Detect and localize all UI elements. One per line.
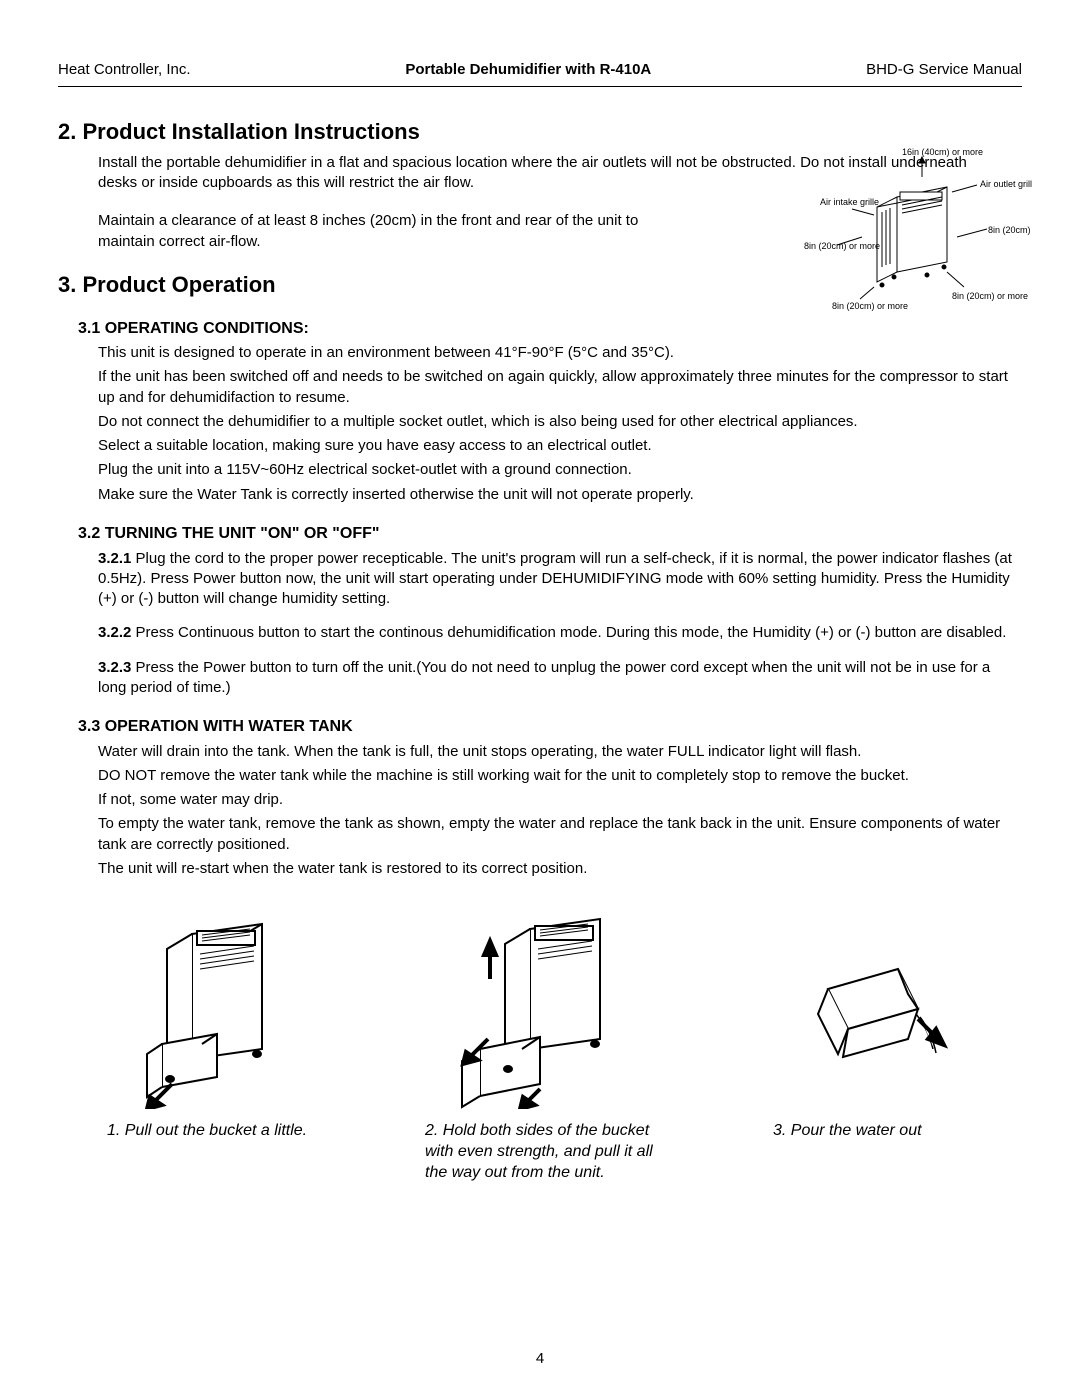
figure-2-caption: 2. Hold both sides of the bucket with ev…	[425, 1121, 655, 1183]
s32-p3-text: Press the Power button to turn off the u…	[98, 659, 990, 696]
diagram-label-intake: Air intake grille	[820, 197, 879, 207]
s33-p4: To empty the water tank, remove the tank…	[98, 814, 1022, 855]
diagram-label-top: 16in (40cm) or more	[902, 147, 983, 157]
s32-p1-num: 3.2.1	[98, 550, 131, 567]
diagram-label-right: 8in (20cm) or more	[988, 225, 1032, 235]
section-31-title: 3.1 OPERATING CONDITIONS:	[78, 318, 1022, 340]
s33-p1: Water will drain into the tank. When the…	[98, 742, 1022, 762]
content: 16in (40cm) or more Air outlet grille Ai…	[58, 117, 1022, 1183]
figure-3-caption: 3. Pour the water out	[753, 1121, 983, 1142]
s31-p4: Select a suitable location, making sure …	[98, 436, 1022, 456]
s33-p2: DO NOT remove the water tank while the m…	[98, 766, 1022, 786]
header-title: Portable Dehumidifier with R-410A	[405, 60, 651, 80]
s32-p1-text: Plug the cord to the proper power recept…	[98, 550, 1012, 608]
diagram-label-botright: 8in (20cm) or more	[952, 291, 1028, 301]
s31-p5: Plug the unit into a 115V~60Hz electrica…	[98, 460, 1022, 480]
s32-p2-text: Press Continuous button to start the con…	[131, 624, 1006, 641]
s33-p5: The unit will re-start when the water ta…	[98, 859, 1022, 879]
s32-p3-num: 3.2.3	[98, 659, 131, 676]
diagram-label-left: 8in (20cm) or more	[804, 241, 880, 251]
diagram-label-botleft: 8in (20cm) or more	[832, 301, 908, 311]
page-header: Heat Controller, Inc. Portable Dehumidif…	[58, 60, 1022, 87]
section-2-p2: Maintain a clearance of at least 8 inche…	[98, 211, 698, 252]
figure-1: 1. Pull out the bucket a little.	[58, 909, 366, 1183]
figures-row: 1. Pull out the bucket a little.	[58, 909, 1022, 1183]
figure-1-caption: 1. Pull out the bucket a little.	[97, 1121, 327, 1142]
header-company: Heat Controller, Inc.	[58, 60, 191, 80]
section-2-title: 2. Product Installation Instructions	[58, 117, 1022, 147]
diagram-label-outlet: Air outlet grille	[980, 179, 1032, 189]
section-32-title: 3.2 TURNING THE UNIT "ON" OR "OFF"	[78, 523, 1022, 545]
s31-p2: If the unit has been switched off and ne…	[98, 367, 1022, 408]
s31-p1: This unit is designed to operate in an e…	[98, 343, 678, 363]
section-33-title: 3.3 OPERATION WITH WATER TANK	[78, 716, 1022, 738]
s31-p3: Do not connect the dehumidifier to a mul…	[98, 412, 1022, 432]
header-manual: BHD-G Service Manual	[866, 60, 1022, 80]
figure-2: 2. Hold both sides of the bucket with ev…	[386, 909, 694, 1183]
s32-p3: 3.2.3 Press the Power button to turn off…	[98, 658, 1022, 699]
s32-p1: 3.2.1 Plug the cord to the proper power …	[98, 549, 1022, 610]
s32-p2: 3.2.2 Press Continuous button to start t…	[98, 623, 1022, 643]
s31-p6: Make sure the Water Tank is correctly in…	[98, 485, 1022, 505]
s32-p2-num: 3.2.2	[98, 624, 131, 641]
s33-p3: If not, some water may drip.	[98, 790, 1022, 810]
page-number: 4	[0, 1349, 1080, 1369]
figure-3: 3. Pour the water out	[714, 909, 1022, 1183]
clearance-diagram: 16in (40cm) or more Air outlet grille Ai…	[802, 147, 1032, 317]
